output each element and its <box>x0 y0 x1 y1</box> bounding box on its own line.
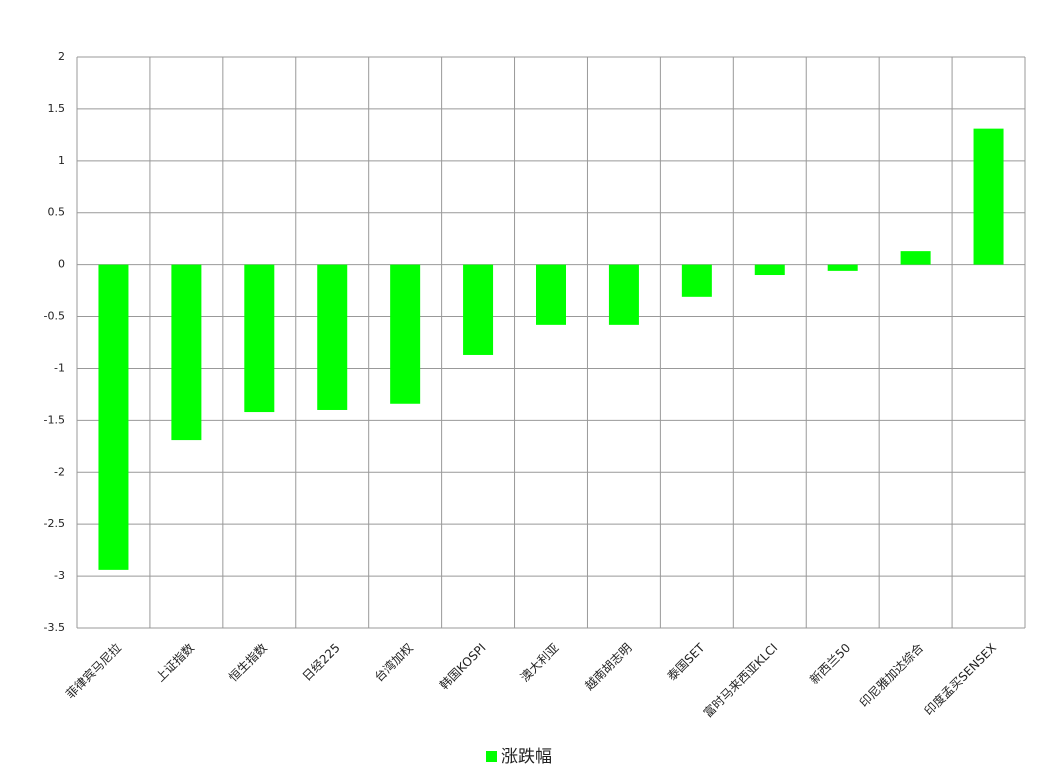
y-tick-label: -1 <box>54 361 65 374</box>
y-tick-label: 1.5 <box>48 102 66 115</box>
y-tick-label: -0.5 <box>44 310 65 323</box>
bar <box>608 264 639 325</box>
bar <box>317 264 348 410</box>
bar <box>244 264 275 413</box>
x-tick-label: 韩国KOSPI <box>436 640 488 692</box>
x-tick-label: 印尼雅加达综合 <box>856 640 926 710</box>
bar <box>900 251 931 265</box>
y-tick-label: 0.5 <box>48 206 66 219</box>
bar <box>98 264 129 570</box>
bar <box>390 264 421 404</box>
y-tick-label: -3 <box>54 569 65 582</box>
bar <box>973 128 1004 265</box>
legend-swatch <box>486 751 497 762</box>
x-tick-label: 澳大利亚 <box>518 641 562 685</box>
y-tick-label: -1.5 <box>44 413 65 426</box>
x-tick-label: 上证指数 <box>152 640 197 685</box>
bar <box>681 264 712 297</box>
y-tick-label: 1 <box>58 154 65 167</box>
bar <box>536 264 566 325</box>
x-tick-label: 越南胡志明 <box>581 640 634 693</box>
y-tick-label: 2 <box>58 50 65 63</box>
bar <box>827 264 858 271</box>
x-tick-label: 泰国SET <box>665 640 708 683</box>
x-tick-label: 新西兰50 <box>806 640 853 687</box>
x-tick-label: 恒生指数 <box>225 640 270 685</box>
y-tick-label: -3.5 <box>44 621 65 634</box>
x-tick-label: 菲律宾马尼拉 <box>63 640 125 702</box>
x-tick-label: 印度孟买SENSEX <box>921 640 999 718</box>
y-tick-label: 0 <box>58 258 65 271</box>
bar <box>463 264 494 355</box>
y-tick-label: -2.5 <box>44 517 65 530</box>
bar <box>171 264 202 441</box>
x-tick-label: 日经225 <box>300 641 343 684</box>
x-tick-label: 台湾加权 <box>371 640 416 685</box>
y-tick-label: -2 <box>54 465 65 478</box>
legend-label: 涨跌幅 <box>501 747 552 767</box>
x-tick-label: 富时马来西亚KLCI <box>700 640 780 720</box>
bar <box>754 264 785 276</box>
